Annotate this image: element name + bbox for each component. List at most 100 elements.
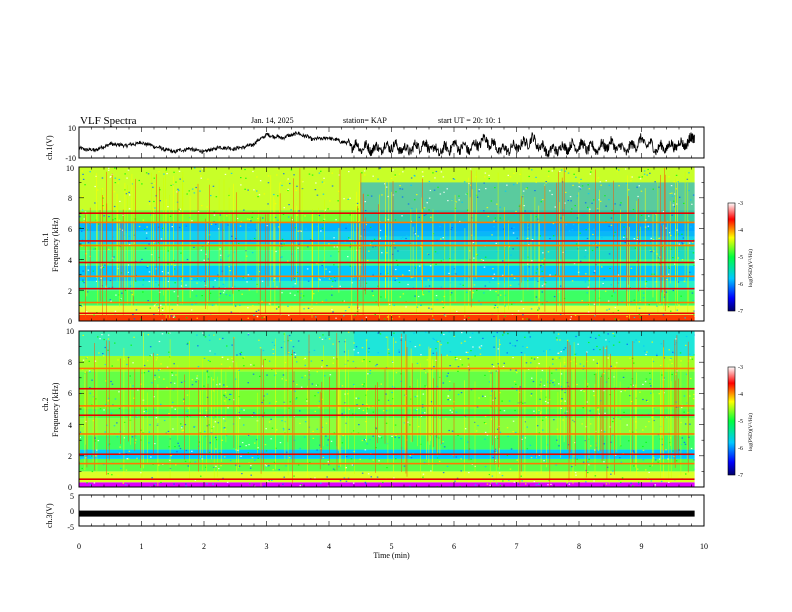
spectral-speckle [610,365,612,367]
spectral-speckle [512,232,515,234]
spectral-speckle [454,207,457,209]
spectral-speckle [97,336,99,338]
spectral-speckle [442,442,444,444]
spectral-speckle [79,436,81,439]
spectral-speckle [620,202,622,204]
spectral-speckle [461,332,463,334]
spectral-speckle [82,334,84,336]
spectral-speckle [181,280,183,282]
spectral-speckle [650,392,652,394]
spectral-speckle [598,269,600,271]
spectral-speckle [447,200,449,202]
spectral-speckle [488,174,490,176]
spectral-speckle [295,398,297,400]
spectral-speckle [348,171,350,173]
spectral-speckle [576,217,579,219]
spectral-speckle [118,178,121,181]
spectral-speckle [393,332,395,334]
spectral-speckle [245,445,247,447]
spectral-speckle [607,333,609,335]
spectral-speckle [263,412,266,414]
spectral-speckle [587,383,589,385]
spectral-speckle [299,422,301,424]
ch1-spectrogram-panel: 0 2 4 6 8 10 ch.1 Frequency (kHz) -3 -4 … [41,164,754,326]
spectral-speckle [172,316,175,318]
spectral-speckle [644,350,646,352]
spectral-speckle [459,220,461,223]
spectral-speckle [504,315,506,317]
spectral-speckle [104,431,106,433]
spectral-speckle [636,239,638,241]
spectral-speckle [361,439,364,442]
spectral-speckle [273,461,276,463]
spectral-speckle [688,172,690,174]
spectral-speckle [212,379,215,381]
spectral-speckle [160,304,162,306]
spectral-speckle [674,263,676,265]
spectral-speckle [661,444,664,446]
spectral-speckle [618,185,620,187]
spectral-speckle [541,419,544,421]
spectral-speckle [470,184,472,186]
spectral-speckle [559,313,562,316]
spectral-speckle [331,285,333,287]
spectral-speckle [357,208,359,210]
spectral-speckle [174,268,176,270]
spectral-speckle [232,361,234,363]
spectral-speckle [325,422,328,424]
spectral-speckle [392,194,395,196]
ch3-ytick-m5: -5 [67,523,74,532]
ch1-cbar-tick-m6: -6 [738,282,743,288]
spectral-speckle [493,346,495,348]
spectral-speckle [115,294,117,296]
spectral-speckle [153,182,156,185]
spectral-speckle [148,431,151,433]
spectral-speckle [244,188,246,190]
spectral-speckle [85,457,87,459]
spectral-speckle [363,229,365,231]
spectral-speckle [583,457,586,459]
spectral-speckle [639,301,641,303]
ch1-frequency-ylabel: Frequency (kHz) [51,217,60,272]
spectral-speckle [117,359,119,361]
spectral-speckle [281,184,283,187]
spectral-speckle [223,400,226,402]
spectral-speckle [258,339,260,341]
spectral-speckle [330,279,333,281]
spectral-speckle [323,177,325,179]
spectral-speckle [454,359,457,361]
spectral-speckle [597,177,600,179]
spectral-speckle [526,448,529,450]
spectral-speckle [587,193,590,195]
ch2-colorbar-label: log(PSD)(V²/Hz) [747,413,754,451]
spectral-speckle [254,442,256,444]
spectral-speckle [361,319,363,321]
spectral-speckle [201,295,203,297]
spectral-speckle [359,479,362,481]
spectral-speckle [516,459,518,461]
spectral-speckle [171,308,173,311]
spectral-speckle [497,348,500,350]
spectral-speckle [663,296,666,298]
spectral-speckle [610,224,613,226]
spectral-speckle [482,395,484,397]
spectral-speckle [442,237,444,239]
spectral-speckle [663,357,666,359]
spectral-speckle [197,211,200,213]
spectral-speckle [601,266,603,268]
spectral-speckle [251,216,253,218]
spectral-speckle [432,352,435,354]
spectral-speckle [155,359,158,361]
spectral-speckle [343,315,345,317]
spectral-speckle [447,372,449,374]
spectral-speckle [263,395,265,397]
spectral-speckle [167,206,169,208]
spectral-speckle [326,265,328,267]
spectral-speckle [293,352,296,354]
spectral-speckle [690,377,692,380]
spectral-speckle [491,363,494,366]
spectral-speckle [148,280,151,283]
spectral-speckle [163,419,166,422]
spectral-speckle [478,189,481,191]
spectral-speckle [240,408,243,410]
